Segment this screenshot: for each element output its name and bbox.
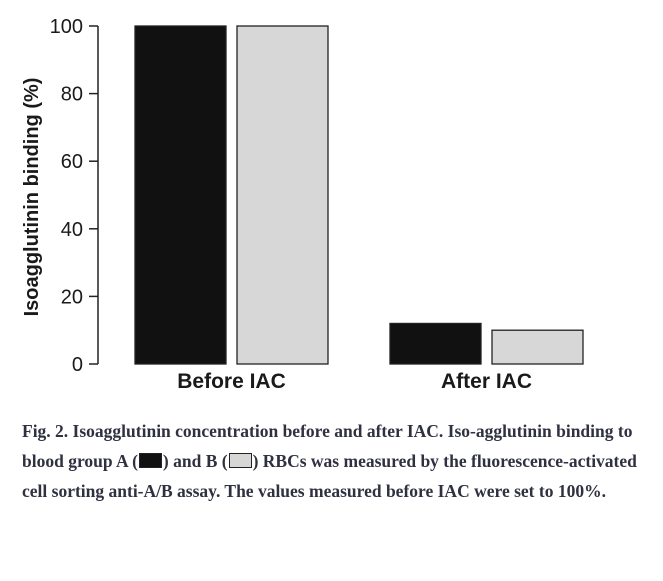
x-category-label: Before IAC <box>177 370 286 393</box>
bar <box>236 25 329 365</box>
bar <box>389 322 482 365</box>
bar <box>491 329 584 365</box>
y-tick-label: 80 <box>61 84 83 106</box>
swatch-group-a <box>138 453 162 468</box>
bar <box>134 25 227 365</box>
y-tick-label: 40 <box>61 219 83 241</box>
bar-chart: 0 20 40 60 80 100 Before IAC After IAC Isoaggl… <box>21 16 584 393</box>
y-axis: 0 20 40 60 80 100 <box>50 16 99 376</box>
caption-text-1: Fig. 2. Isoagglutinin concentration befo… <box>22 421 633 471</box>
x-category-label: After IAC <box>441 370 532 393</box>
y-tick-label: 20 <box>61 286 83 308</box>
y-tick-label: 100 <box>50 16 83 38</box>
x-axis-labels: Before IAC After IAC <box>177 370 532 393</box>
figure-caption: Fig. 2. Isoagglutinin concentration befo… <box>22 416 642 506</box>
y-tick-label: 60 <box>61 151 83 173</box>
bars <box>134 25 584 365</box>
caption-text-2: ) and B ( <box>162 451 228 471</box>
y-tick-label: 0 <box>72 354 83 376</box>
y-axis-label: Isoagglutinin binding (%) <box>21 78 43 317</box>
swatch-group-b <box>228 453 252 468</box>
caption-text-3: ) RBCs was measured by the fluorescence-… <box>22 451 637 501</box>
